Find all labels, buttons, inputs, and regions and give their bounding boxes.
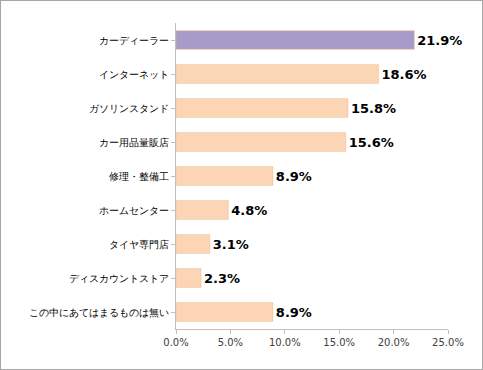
svg-text:15.0%: 15.0% — [323, 337, 355, 348]
svg-text:カー用品量販店: カー用品量販店 — [99, 137, 169, 148]
svg-text:この中にあてはまるものは無い: この中にあてはまるものは無い — [29, 307, 169, 318]
svg-text:21.9%: 21.9% — [417, 33, 462, 48]
svg-text:8.9%: 8.9% — [276, 169, 312, 184]
svg-text:18.6%: 18.6% — [381, 67, 426, 82]
svg-text:25.0%: 25.0% — [432, 337, 464, 348]
svg-text:ガソリンスタンド: ガソリンスタンド — [89, 103, 169, 114]
svg-text:8.9%: 8.9% — [276, 305, 312, 320]
svg-text:0.0%: 0.0% — [163, 337, 188, 348]
svg-text:ホームセンター: ホームセンター — [99, 205, 169, 216]
svg-text:インターネット: インターネット — [99, 69, 169, 80]
svg-text:ディスカウントストア: ディスカウントストア — [69, 273, 169, 284]
svg-text:4.8%: 4.8% — [231, 203, 267, 218]
svg-text:10.0%: 10.0% — [269, 337, 301, 348]
svg-text:15.8%: 15.8% — [351, 101, 396, 116]
svg-text:20.0%: 20.0% — [378, 337, 410, 348]
svg-text:修理・整備工: 修理・整備工 — [109, 171, 169, 182]
svg-text:3.1%: 3.1% — [213, 237, 249, 252]
svg-text:5.0%: 5.0% — [218, 337, 243, 348]
svg-text:タイヤ専門店: タイヤ専門店 — [109, 239, 169, 250]
svg-text:カーディーラー: カーディーラー — [99, 35, 169, 46]
svg-text:2.3%: 2.3% — [204, 271, 240, 286]
svg-text:15.6%: 15.6% — [349, 135, 394, 150]
